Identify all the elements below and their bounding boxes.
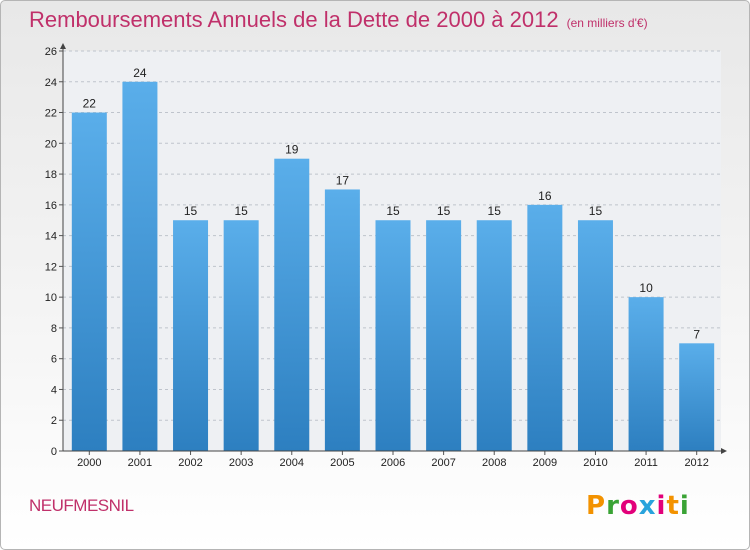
y-tick-label: 18 <box>45 169 57 181</box>
value-label: 17 <box>336 173 350 187</box>
y-tick-label: 20 <box>45 138 57 150</box>
proxiti-logo: Proxiti <box>586 491 690 521</box>
x-tick-label: 2011 <box>634 457 658 469</box>
x-tick-label: 2008 <box>482 457 506 469</box>
value-label: 15 <box>488 204 502 218</box>
logo-letter: t <box>666 491 680 521</box>
logo-letter: P <box>586 491 607 521</box>
logo-letter: o <box>619 491 639 521</box>
bar-2000 <box>71 112 107 452</box>
bar-2010 <box>577 220 613 451</box>
bar-2003 <box>223 220 259 451</box>
x-axis-arrow <box>721 448 727 454</box>
y-tick-label: 24 <box>45 77 57 89</box>
chart-unit: (en milliers d'€) <box>566 16 648 30</box>
x-tick-label: 2007 <box>431 457 455 469</box>
value-label: 7 <box>693 327 700 341</box>
commune-name: NEUFMESNIL <box>29 496 134 515</box>
logo-letter: x <box>638 491 657 521</box>
x-tick-label: 2010 <box>583 457 607 469</box>
y-tick-label: 6 <box>51 354 57 366</box>
bar-2011 <box>628 297 664 451</box>
bar-2001 <box>122 81 158 452</box>
logo-letter: i <box>656 491 667 521</box>
y-tick-label: 10 <box>45 292 57 304</box>
bar-2002 <box>173 220 209 451</box>
x-tick-label: 2004 <box>280 457 304 469</box>
y-tick-label: 2 <box>51 415 57 427</box>
y-tick-label: 22 <box>45 108 57 120</box>
value-label: 10 <box>639 281 653 295</box>
y-tick-label: 12 <box>45 261 57 273</box>
x-tick-label: 2003 <box>229 457 253 469</box>
bar-2008 <box>476 220 512 451</box>
y-axis-arrow <box>60 43 66 49</box>
y-tick-label: 16 <box>45 200 57 212</box>
bar-2004 <box>274 158 310 451</box>
x-tick-label: 2002 <box>178 457 202 469</box>
chart-title-text: Remboursements Annuels de la Dette de 20… <box>29 7 559 32</box>
bar-2006 <box>375 220 411 451</box>
bar-2012 <box>679 343 715 451</box>
value-label: 15 <box>589 204 603 218</box>
y-tick-label: 14 <box>45 231 57 243</box>
x-tick-label: 2001 <box>128 457 152 469</box>
x-tick-label: 2009 <box>533 457 557 469</box>
y-tick-label: 8 <box>51 323 57 335</box>
value-label: 15 <box>234 204 248 218</box>
value-label: 15 <box>437 204 451 218</box>
y-tick-label: 0 <box>51 446 57 458</box>
logo-letter: r <box>606 491 620 521</box>
logo-letter: i <box>679 491 690 521</box>
value-label: 15 <box>184 204 198 218</box>
x-tick-label: 2006 <box>381 457 405 469</box>
y-tick-label: 26 <box>45 46 57 58</box>
x-tick-label: 2005 <box>330 457 354 469</box>
y-tick-label: 4 <box>51 384 57 396</box>
bar-2007 <box>426 220 462 451</box>
x-tick-label: 2000 <box>77 457 101 469</box>
value-label: 19 <box>285 143 299 157</box>
chart-title: Remboursements Annuels de la Dette de 20… <box>29 7 648 33</box>
bar-2009 <box>527 204 563 451</box>
value-label: 24 <box>133 66 147 80</box>
value-label: 16 <box>538 189 552 203</box>
value-label: 22 <box>83 97 97 111</box>
bar-2005 <box>324 189 360 451</box>
value-label: 15 <box>386 204 400 218</box>
x-tick-label: 2012 <box>684 457 708 469</box>
